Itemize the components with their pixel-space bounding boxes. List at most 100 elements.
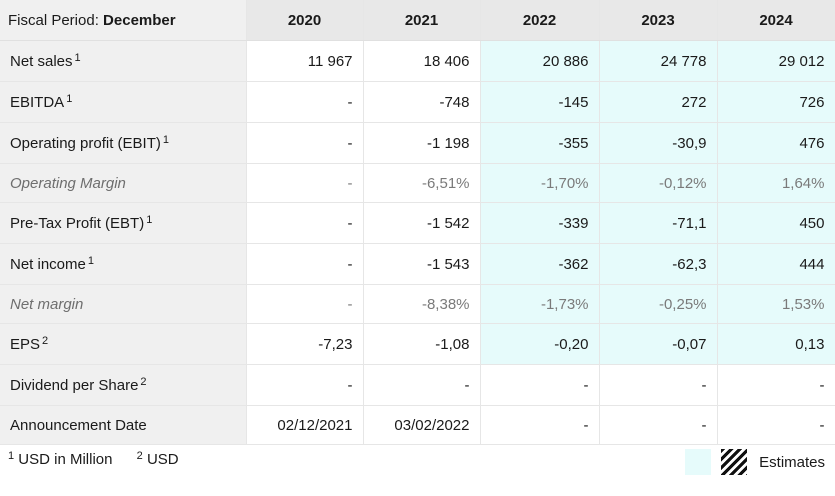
- row-label: Pre-Tax Profit (EBT) 1: [0, 202, 247, 244]
- value-cell: 444: [717, 243, 835, 285]
- row-label: EBITDA 1: [0, 81, 247, 123]
- value-cell: -: [599, 405, 718, 445]
- value-cell: 24 778: [599, 40, 718, 82]
- value-cell: -0,12%: [599, 163, 718, 203]
- table-row: Operating profit (EBIT) 1- -1 198 -355 -30,9…: [0, 122, 835, 164]
- row-label-text: Announcement Date: [10, 416, 147, 434]
- value-cell: 29 012: [717, 40, 835, 82]
- footnote-mark: 1: [146, 214, 153, 226]
- value-cell: -: [480, 405, 600, 445]
- value-cell: 11 967: [246, 40, 364, 82]
- value-cell: -6,51%: [363, 163, 481, 203]
- footnote-mark: 1: [162, 134, 170, 146]
- value-cell: -1 542: [363, 202, 481, 244]
- value-cell: 450: [717, 202, 835, 244]
- value-cell: -7,23: [246, 323, 364, 365]
- footnote-mark: 1: [74, 52, 81, 64]
- table-row: EPS 2 -7,23 -1,08 -0,20 -0,07 0,13: [0, 323, 835, 365]
- value-cell: -1,70%: [480, 163, 600, 203]
- value-cell: -0,20: [480, 323, 600, 365]
- table-row: Operating Margin - -6,51% -1,70% -0,12% 1,64%: [0, 163, 835, 203]
- legend: Estimates: [685, 449, 825, 475]
- value-cell: -: [480, 364, 600, 406]
- value-cell: -8,38%: [363, 284, 481, 324]
- row-label: Net income 1: [0, 243, 247, 285]
- value-cell: -30,9: [599, 122, 718, 164]
- table-row: Announcement Date 02/12/2021 03/02/2022- - -: [0, 405, 835, 445]
- value-cell: -362: [480, 243, 600, 285]
- year-header: 2022: [480, 0, 600, 41]
- value-cell: -: [246, 122, 364, 164]
- footnotes: 1 USD in Million 2 USD: [6, 450, 197, 468]
- value-cell: -355: [480, 122, 600, 164]
- hatch-swatch-icon: [721, 449, 748, 475]
- footnote: 1 USD in Million: [6, 450, 113, 468]
- table-row: Net sales 1 11 967 18 406 20 886 24 778 29 012: [0, 40, 835, 82]
- year-header: 2024: [717, 0, 835, 41]
- row-label: Operating profit (EBIT) 1: [0, 122, 247, 164]
- fiscal-period-value: December: [103, 11, 176, 29]
- legend-label: Estimates: [759, 453, 825, 471]
- value-cell: -62,3: [599, 243, 718, 285]
- value-cell: -: [246, 202, 364, 244]
- row-label-text: Net income: [10, 256, 86, 273]
- year-header: 2021: [363, 0, 481, 41]
- value-cell: 272: [599, 81, 718, 123]
- value-cell: -: [717, 405, 835, 445]
- footnote-mark: 2: [140, 376, 147, 388]
- value-cell: -1,08: [363, 323, 481, 365]
- footnote-mark: 2: [42, 335, 49, 347]
- table-row: EBITDA 1- -748 -145 272 726: [0, 81, 835, 123]
- value-cell: -: [246, 364, 364, 406]
- financials-table: Fiscal Period: December 2020 2021 2022 2…: [0, 0, 835, 445]
- table-body: Net sales 1 11 967 18 406 20 886 24 778 29 012…: [0, 40, 835, 445]
- value-cell: 20 886: [480, 40, 600, 82]
- row-label-text: Operating profit (EBIT): [10, 135, 161, 152]
- footnote-text: USD in Million: [18, 451, 113, 468]
- value-cell: -1 543: [363, 243, 481, 285]
- value-cell: -: [599, 364, 718, 406]
- estimate-swatch: [685, 449, 712, 475]
- table-row: Pre-Tax Profit (EBT) 1- -1 542 -339 -71,1 450: [0, 202, 835, 244]
- footnote-text: USD: [146, 451, 179, 468]
- footnote-mark: 1: [66, 93, 73, 105]
- value-cell: -145: [480, 81, 600, 123]
- value-cell: -748: [363, 81, 481, 123]
- row-label: EPS 2: [0, 323, 247, 365]
- row-label-text: Net margin: [10, 295, 84, 313]
- value-cell: 726: [717, 81, 835, 123]
- value-cell: -: [246, 163, 364, 203]
- year-header: 2023: [599, 0, 718, 41]
- value-cell: -1 198: [363, 122, 481, 164]
- table-row: Net margin - -8,38% -1,73% -0,25% 1,53%: [0, 284, 835, 324]
- row-label: Net sales 1: [0, 40, 247, 82]
- value-cell: -0,07: [599, 323, 718, 365]
- value-cell: -: [246, 243, 364, 285]
- value-cell: 03/02/2022: [363, 405, 481, 445]
- value-cell: -: [246, 81, 364, 123]
- row-label: Dividend per Share 2: [0, 364, 247, 406]
- row-label-text: EPS: [10, 336, 41, 353]
- table-row: Dividend per Share 2- - - - -: [0, 364, 835, 406]
- row-label: Announcement Date: [0, 405, 247, 445]
- value-cell: -: [363, 364, 481, 406]
- value-cell: -339: [480, 202, 600, 244]
- fiscal-period-header: Fiscal Period: December: [0, 0, 247, 41]
- row-label: Net margin: [0, 284, 247, 324]
- year-header: 2020: [246, 0, 364, 41]
- value-cell: -: [246, 284, 364, 324]
- value-cell: -71,1: [599, 202, 718, 244]
- footnote: 2 USD: [135, 450, 179, 468]
- row-label-text: EBITDA: [10, 94, 65, 111]
- value-cell: 1,64%: [717, 163, 835, 203]
- row-label-text: Dividend per Share: [10, 377, 139, 394]
- row-label-text: Pre-Tax Profit (EBT): [10, 215, 145, 232]
- value-cell: -: [717, 364, 835, 406]
- value-cell: -0,25%: [599, 284, 718, 324]
- row-label-text: Operating Margin: [10, 174, 126, 192]
- value-cell: 476: [717, 122, 835, 164]
- table-row: Net income 1- -1 543 -362 -62,3 444: [0, 243, 835, 285]
- footnote-mark: 1: [87, 255, 94, 267]
- row-label: Operating Margin: [0, 163, 247, 203]
- footnote-mark: 1: [8, 450, 15, 462]
